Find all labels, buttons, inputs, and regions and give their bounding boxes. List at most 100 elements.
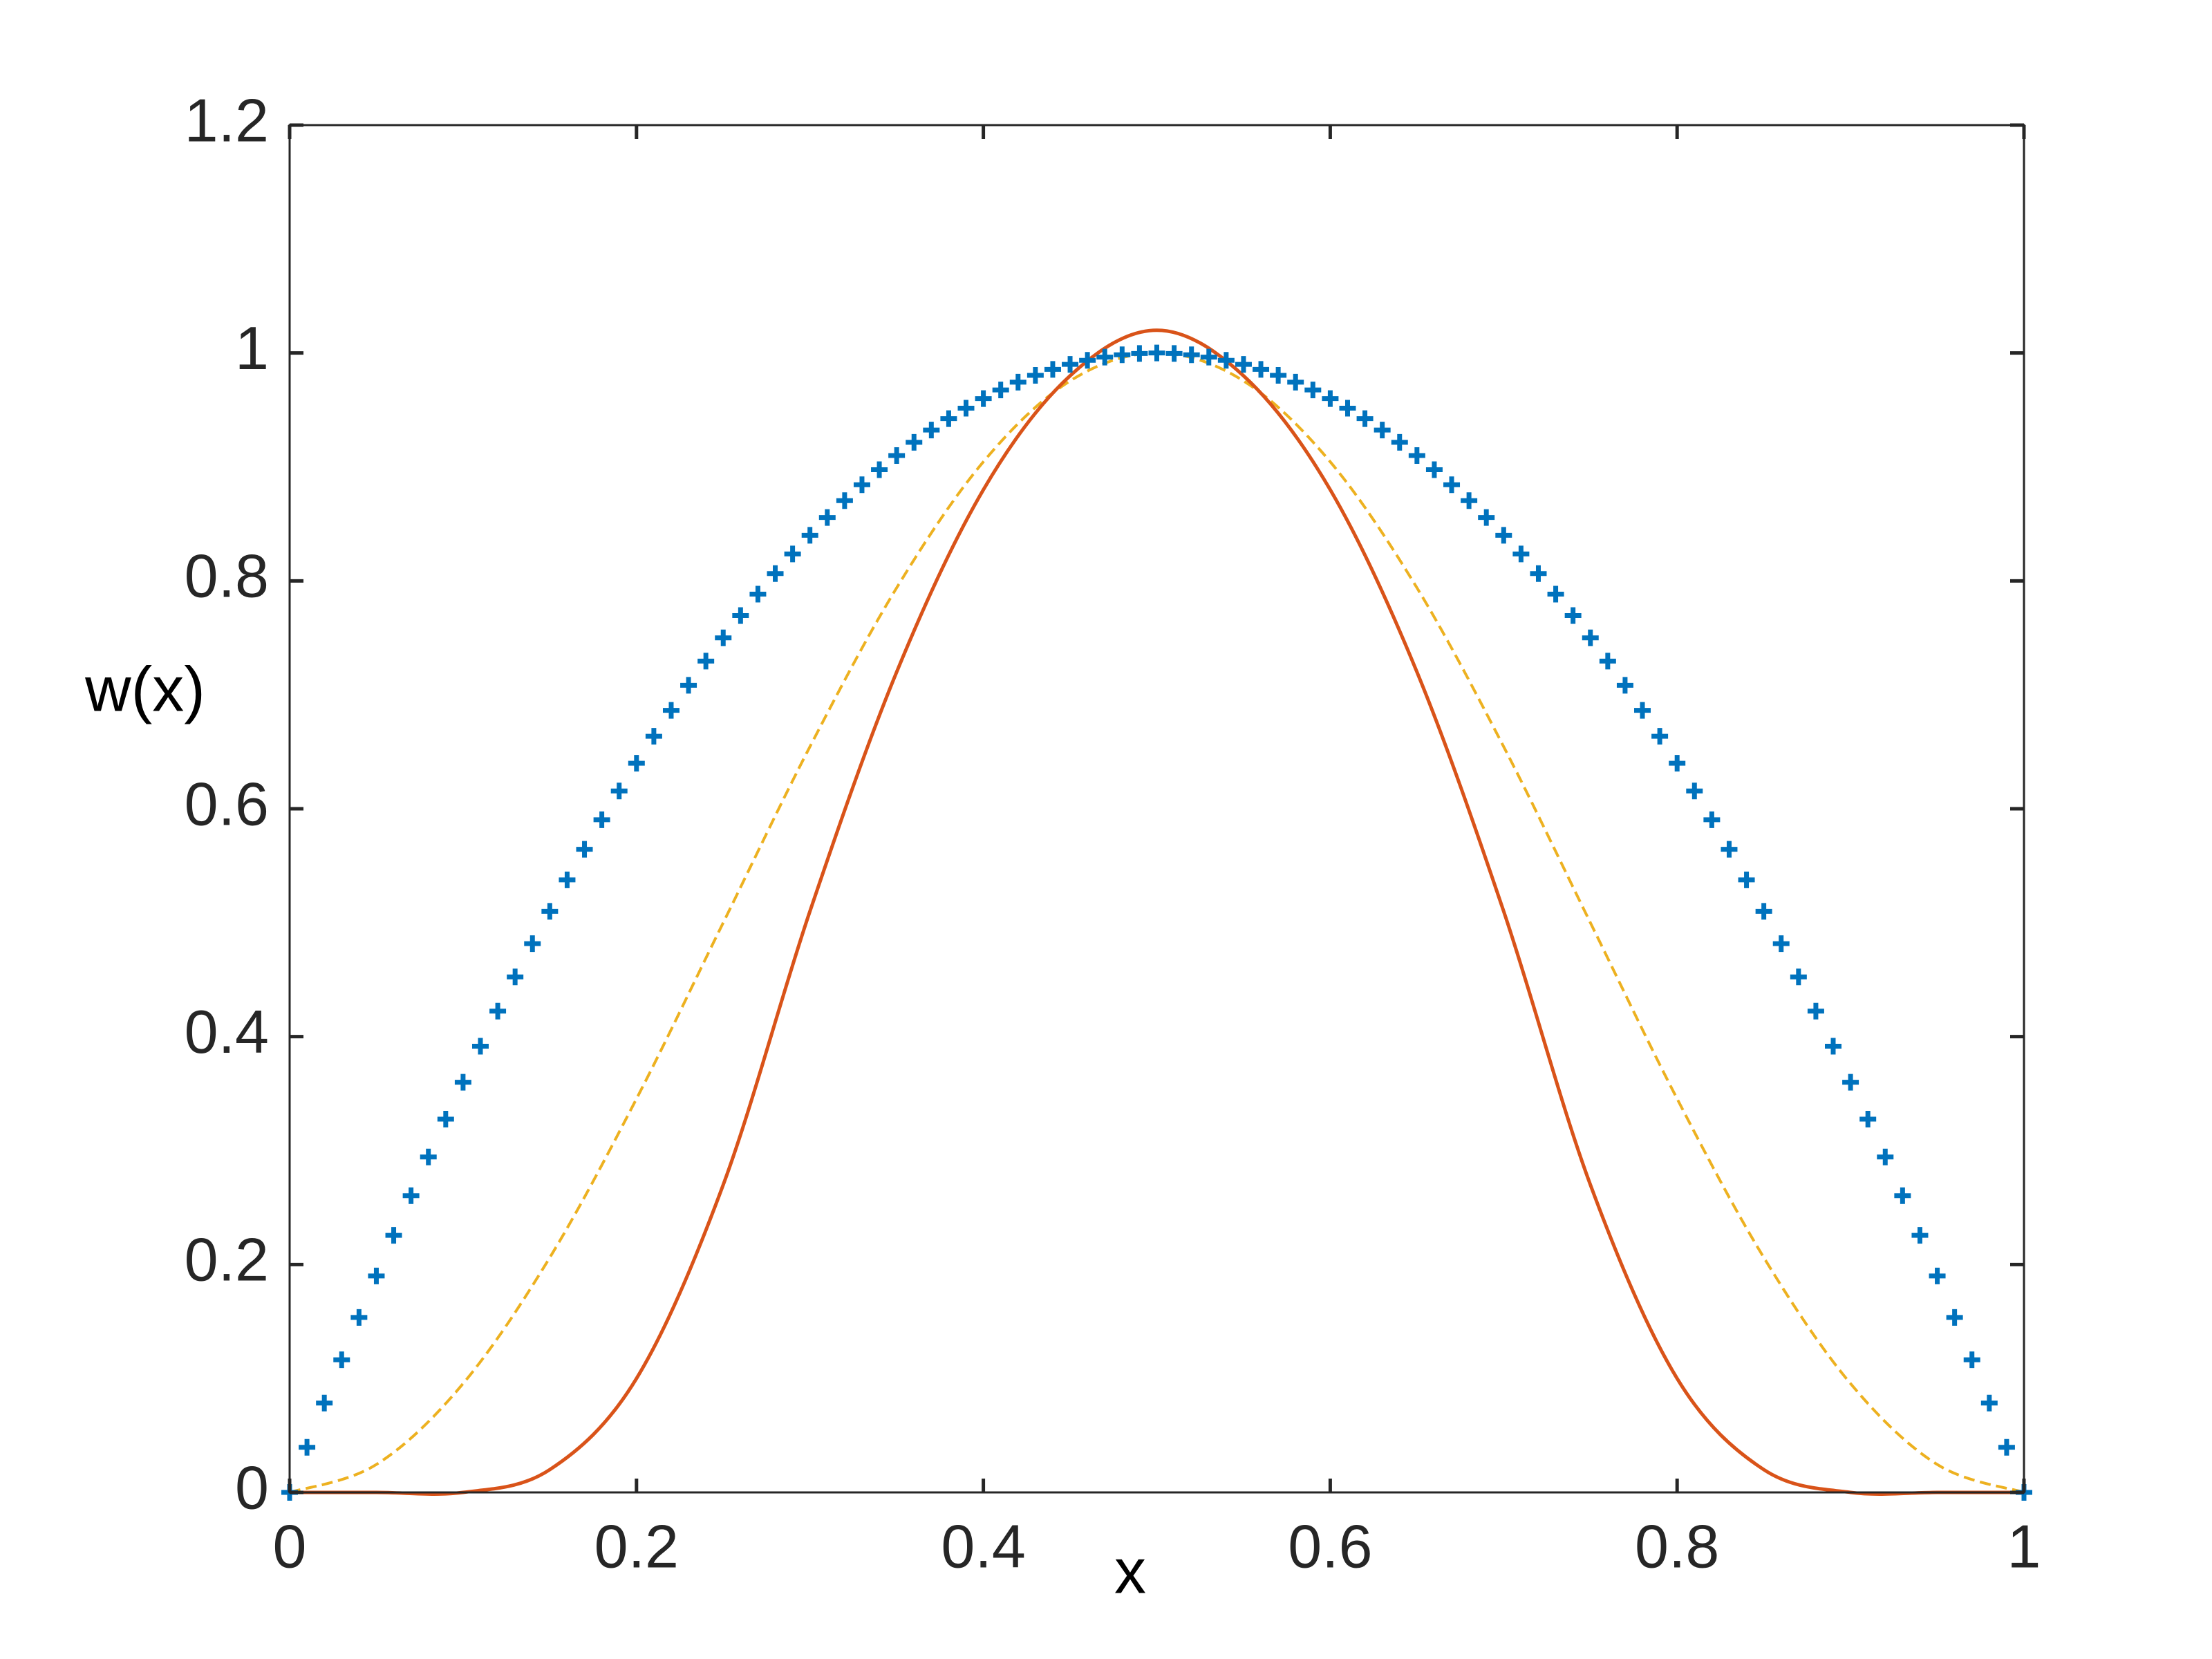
data-point bbox=[1114, 346, 1131, 364]
data-point bbox=[1374, 422, 1391, 439]
data-point bbox=[680, 677, 697, 694]
data-point bbox=[1599, 653, 1616, 670]
data-point bbox=[576, 841, 593, 858]
data-point bbox=[1669, 755, 1686, 772]
data-point bbox=[1270, 366, 1287, 384]
data-point bbox=[1686, 782, 1703, 800]
data-point bbox=[1200, 348, 1217, 366]
data-point bbox=[1235, 356, 1252, 373]
data-point bbox=[1253, 361, 1270, 378]
data-point bbox=[871, 461, 888, 478]
data-point bbox=[1425, 461, 1443, 478]
data-point bbox=[1495, 527, 1512, 544]
data-point bbox=[1322, 390, 1339, 407]
data-point bbox=[1339, 400, 1356, 417]
y-axis-label: w(x) bbox=[84, 654, 205, 724]
data-point bbox=[1287, 373, 1304, 391]
data-point bbox=[749, 585, 767, 603]
data-point bbox=[1009, 373, 1027, 391]
data-point bbox=[923, 422, 940, 439]
data-point bbox=[1894, 1187, 1911, 1204]
data-point bbox=[507, 968, 524, 986]
data-point bbox=[1027, 366, 1044, 384]
y-tick-label: 0.8 bbox=[185, 542, 269, 610]
data-point bbox=[1946, 1309, 1963, 1326]
data-point bbox=[957, 400, 975, 417]
data-point bbox=[1564, 607, 1582, 624]
data-point bbox=[888, 447, 906, 465]
data-point bbox=[1703, 811, 1721, 828]
data-line bbox=[289, 328, 2024, 1496]
x-tick-label: 0.8 bbox=[1635, 1512, 1719, 1580]
data-point bbox=[1877, 1148, 1894, 1165]
x-tick-label: 1 bbox=[2007, 1512, 2041, 1580]
data-point bbox=[1807, 1002, 1824, 1020]
data-point bbox=[1443, 476, 1461, 494]
data-point bbox=[1079, 352, 1096, 369]
data-point bbox=[610, 782, 628, 800]
data-point bbox=[593, 811, 610, 828]
x-axis-label: x bbox=[1114, 1536, 1146, 1606]
data-point bbox=[767, 565, 784, 582]
data-point bbox=[975, 390, 992, 407]
data-point bbox=[1634, 702, 1651, 719]
data-point bbox=[1790, 968, 1807, 986]
data-point bbox=[1062, 356, 1079, 373]
data-point bbox=[1131, 345, 1148, 362]
data-point bbox=[906, 433, 923, 451]
data-point bbox=[1461, 492, 1478, 509]
data-point bbox=[784, 545, 801, 563]
data-point bbox=[940, 410, 957, 427]
data-point bbox=[1998, 1438, 2015, 1456]
data-point bbox=[316, 1394, 333, 1412]
data-point bbox=[1859, 1111, 1877, 1128]
y-tick-label: 1 bbox=[235, 314, 269, 382]
data-point bbox=[628, 755, 645, 772]
y-tick-label: 0.4 bbox=[185, 997, 269, 1066]
data-point bbox=[715, 629, 732, 646]
data-point bbox=[1044, 361, 1061, 378]
y-tick-label: 0.2 bbox=[185, 1226, 269, 1294]
data-point bbox=[437, 1111, 454, 1128]
data-point bbox=[471, 1038, 489, 1055]
data-point bbox=[541, 903, 559, 920]
data-point bbox=[1547, 585, 1564, 603]
data-point bbox=[1165, 345, 1183, 362]
data-point bbox=[1478, 509, 1495, 526]
data-point bbox=[1651, 728, 1669, 745]
data-point bbox=[1096, 348, 1114, 366]
y-tick-label: 0 bbox=[235, 1453, 269, 1521]
data-point bbox=[662, 702, 679, 719]
y-tick-label: 0.6 bbox=[185, 769, 269, 838]
data-point bbox=[1183, 346, 1200, 364]
data-point bbox=[1911, 1227, 1929, 1244]
data-point bbox=[1755, 903, 1772, 920]
data-point bbox=[1825, 1038, 1842, 1055]
data-point bbox=[1738, 871, 1755, 888]
data-point bbox=[836, 492, 853, 509]
data-point bbox=[992, 382, 1009, 399]
data-point bbox=[1408, 447, 1425, 465]
data-point bbox=[853, 476, 870, 494]
data-point bbox=[1512, 545, 1530, 563]
data-point bbox=[1530, 565, 1547, 582]
x-tick-label: 0.2 bbox=[594, 1512, 679, 1580]
x-tick-label: 0.6 bbox=[1288, 1512, 1372, 1580]
data-point bbox=[454, 1074, 471, 1091]
data-point bbox=[1391, 433, 1408, 451]
data-point bbox=[1356, 410, 1374, 427]
data-point bbox=[1616, 677, 1633, 694]
data-point bbox=[1963, 1351, 1980, 1369]
x-tick-label: 0 bbox=[273, 1512, 307, 1580]
data-point bbox=[1980, 1394, 1998, 1412]
data-point bbox=[1304, 382, 1322, 399]
data-point bbox=[559, 871, 576, 888]
data-point bbox=[402, 1187, 420, 1204]
data-point bbox=[1842, 1074, 1859, 1091]
data-point bbox=[1929, 1267, 1946, 1284]
data-point bbox=[333, 1351, 350, 1369]
data-point bbox=[1721, 841, 1738, 858]
data-point bbox=[420, 1148, 437, 1165]
data-point bbox=[645, 728, 662, 745]
data-point bbox=[350, 1309, 368, 1326]
